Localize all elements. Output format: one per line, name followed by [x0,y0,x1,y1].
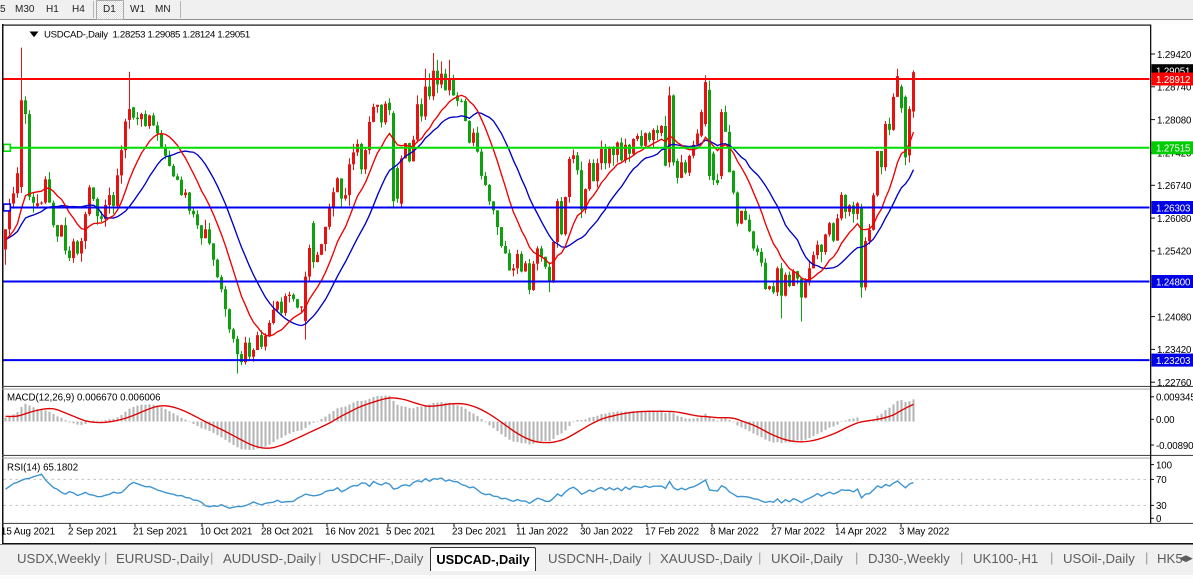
svg-text:1.26080: 1.26080 [1157,214,1192,225]
svg-text:1.28080: 1.28080 [1157,115,1192,126]
svg-text:8 Mar 2022: 8 Mar 2022 [710,527,759,538]
svg-text:28 Oct 2021: 28 Oct 2021 [261,527,313,538]
svg-text:1.27515: 1.27515 [1156,144,1190,155]
svg-text:1.28912: 1.28912 [1156,75,1190,86]
svg-text:23 Dec 2021: 23 Dec 2021 [452,527,506,538]
svg-text:17 Feb 2022: 17 Feb 2022 [645,527,699,538]
svg-text:RSI(14) 65.1802: RSI(14) 65.1802 [7,462,78,473]
svg-text:15 Aug 2021: 15 Aug 2021 [1,527,55,538]
svg-text:0.00: 0.00 [1156,415,1175,426]
svg-text:27 Mar 2022: 27 Mar 2022 [771,527,825,538]
svg-text:1.26740: 1.26740 [1157,181,1192,192]
svg-text:1.25420: 1.25420 [1157,247,1192,258]
svg-text:1.24080: 1.24080 [1157,312,1192,323]
svg-text:5 Dec 2021: 5 Dec 2021 [386,527,435,538]
svg-text:1.26303: 1.26303 [1156,203,1190,214]
svg-text:-0.008902: -0.008902 [1156,441,1193,452]
svg-text:11 Jan 2022: 11 Jan 2022 [516,527,568,538]
svg-text:70: 70 [1156,475,1167,486]
svg-text:10 Oct 2021: 10 Oct 2021 [200,527,252,538]
svg-text:MACD(12,26,9) 0.006670 0.00600: MACD(12,26,9) 0.006670 0.006006 [7,392,161,403]
svg-text:0.009345: 0.009345 [1156,393,1193,404]
svg-text:16 Nov 2021: 16 Nov 2021 [325,527,379,538]
svg-text:1.24800: 1.24800 [1156,277,1191,288]
svg-text:30 Jan 2022: 30 Jan 2022 [580,527,633,538]
svg-text:0: 0 [1156,514,1162,525]
svg-text:14 Apr 2022: 14 Apr 2022 [835,527,887,538]
svg-text:100: 100 [1156,460,1173,471]
svg-text:1.29420: 1.29420 [1157,50,1192,61]
svg-text:USDCAD-,Daily 1.28253 1.29085: USDCAD-,Daily 1.28253 1.29085 1.28124 1.… [44,29,250,40]
svg-text:1.22760: 1.22760 [1157,378,1192,389]
svg-text:21 Sep 2021: 21 Sep 2021 [133,527,187,538]
svg-text:2 Sep 2021: 2 Sep 2021 [68,527,117,538]
svg-text:30: 30 [1156,501,1167,512]
svg-text:3 May 2022: 3 May 2022 [899,527,949,538]
svg-text:1.23203: 1.23203 [1156,356,1190,367]
